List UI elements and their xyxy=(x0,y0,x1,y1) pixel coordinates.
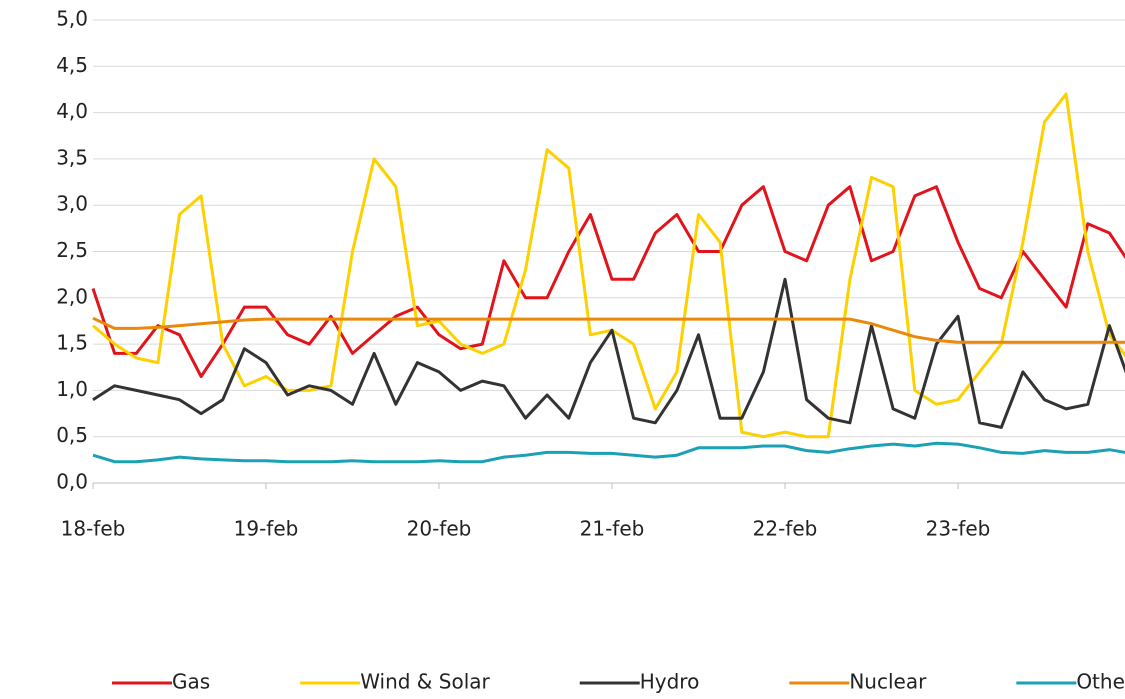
legend-item: Hydro xyxy=(579,670,700,694)
x-tick-label: 18-feb xyxy=(61,517,126,541)
legend-item: Other xyxy=(1016,670,1125,694)
x-tick-label: 23-feb xyxy=(926,517,991,541)
y-tick-label: 4,5 xyxy=(56,53,88,77)
x-tick-label: 19-feb xyxy=(234,517,299,541)
y-tick-label: 0,0 xyxy=(56,470,88,494)
y-tick-label: 2,5 xyxy=(56,238,88,262)
series-line xyxy=(91,185,1125,378)
x-tick-label: 22-feb xyxy=(753,517,818,541)
legend-item: Wind & Solar xyxy=(300,670,491,694)
y-tick-label: 0,5 xyxy=(56,423,88,447)
legend-label: Nuclear xyxy=(849,670,927,694)
y-tick-label: 1,0 xyxy=(56,377,88,401)
y-tick-label: 5,0 xyxy=(56,7,88,31)
x-tick-label: 21-feb xyxy=(580,517,645,541)
legend-item: Gas xyxy=(112,670,210,694)
legend-label: Hydro xyxy=(640,670,700,694)
y-tick-label: 3,5 xyxy=(56,145,88,169)
y-tick-label: 4,0 xyxy=(56,99,88,123)
y-tick-label: 1,5 xyxy=(56,331,88,355)
legend-label: Wind & Solar xyxy=(360,670,490,694)
y-tick-label: 3,0 xyxy=(56,192,88,216)
series-line xyxy=(92,441,1125,464)
legend-item: Nuclear xyxy=(789,670,927,694)
legend-label: Other xyxy=(1076,670,1125,694)
x-tick-label: 20-feb xyxy=(407,517,472,541)
legend-label: Gas xyxy=(172,670,210,694)
y-tick-label: 2,0 xyxy=(56,284,88,308)
series-line xyxy=(92,277,1125,429)
series-line xyxy=(92,316,1125,344)
